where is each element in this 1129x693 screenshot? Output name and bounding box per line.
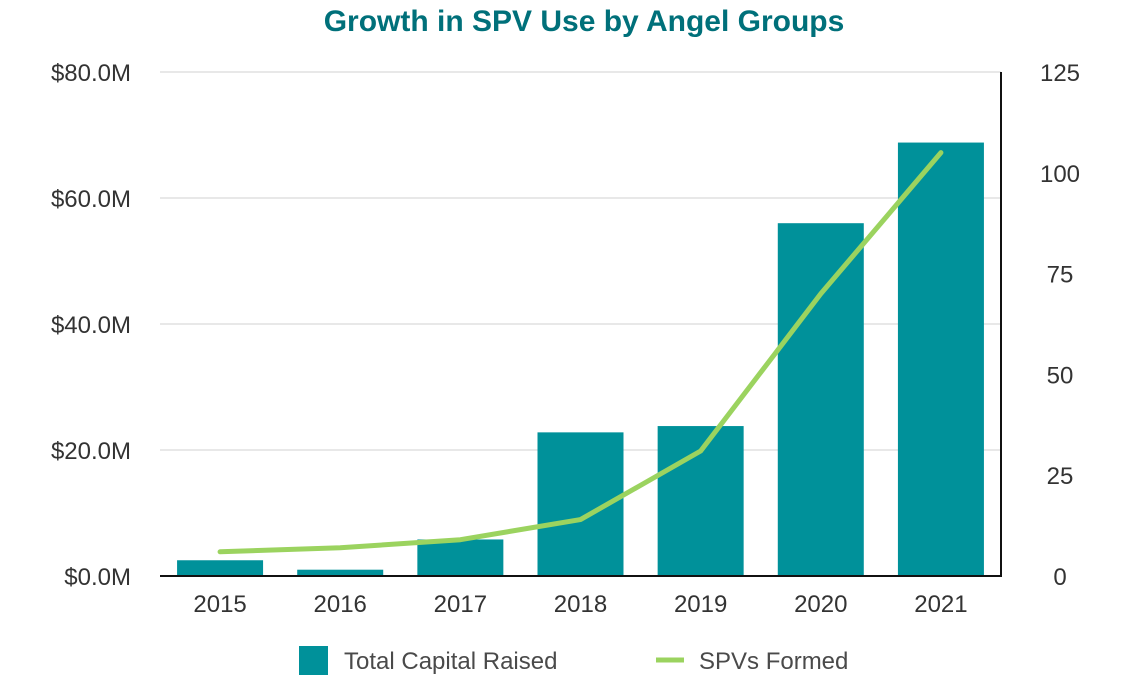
bar-2015: [177, 560, 264, 576]
legend-label-total-capital: Total Capital Raised: [344, 648, 557, 675]
point-2017: [459, 539, 461, 541]
y-left-tick-label: $60.0M: [51, 186, 131, 213]
y-right-tick-label: 0: [1053, 564, 1066, 591]
x-tick-label: 2018: [554, 591, 607, 618]
y-left-tick-label: $20.0M: [51, 438, 131, 465]
bar-2021: [897, 142, 984, 576]
y-axis-left-labels: $0.0M $20.0M $40.0M $60.0M $80.0M: [51, 60, 131, 591]
x-tick-label: 2020: [794, 591, 847, 618]
bar-2017: [417, 539, 504, 576]
y-axis-right-labels: 0 25 50 75 100 125: [1040, 60, 1080, 591]
y-left-tick-label: $80.0M: [51, 60, 131, 87]
legend-label-spvs-formed: SPVs Formed: [699, 648, 848, 675]
gridlines: [160, 71, 1001, 451]
bar-2020: [777, 223, 864, 576]
bar-series: [177, 142, 984, 576]
y-right-tick-label: 50: [1047, 362, 1074, 389]
x-tick-label: 2017: [434, 591, 487, 618]
point-2018: [580, 519, 581, 521]
point-2015: [219, 551, 221, 553]
x-tick-label: 2019: [674, 591, 727, 618]
y-right-tick-label: 75: [1047, 262, 1074, 289]
y-left-tick-label: $40.0M: [51, 312, 131, 339]
legend-swatch-total-capital: [299, 646, 328, 675]
line-series: [217, 150, 944, 555]
axes: [160, 72, 1002, 577]
legend: Total Capital Raised SPVs Formed: [299, 646, 848, 675]
y-right-tick-label: 25: [1047, 463, 1074, 490]
bar-2016: [297, 569, 384, 576]
y-right-tick-label: 125: [1040, 60, 1080, 87]
point-2020: [820, 293, 822, 295]
x-axis-labels: 2015 2016 2017 2018 2019 2020 2021: [193, 591, 967, 618]
x-tick-label: 2015: [193, 591, 246, 618]
x-tick-label: 2016: [314, 591, 367, 618]
y-right-tick-label: 100: [1040, 161, 1080, 188]
x-tick-label: 2021: [914, 591, 967, 618]
chart-title: Growth in SPV Use by Angel Groups: [324, 5, 845, 38]
point-2019: [700, 450, 702, 452]
point-2016: [339, 547, 341, 549]
y-left-tick-label: $0.0M: [64, 564, 131, 591]
point-2021: [940, 152, 942, 154]
